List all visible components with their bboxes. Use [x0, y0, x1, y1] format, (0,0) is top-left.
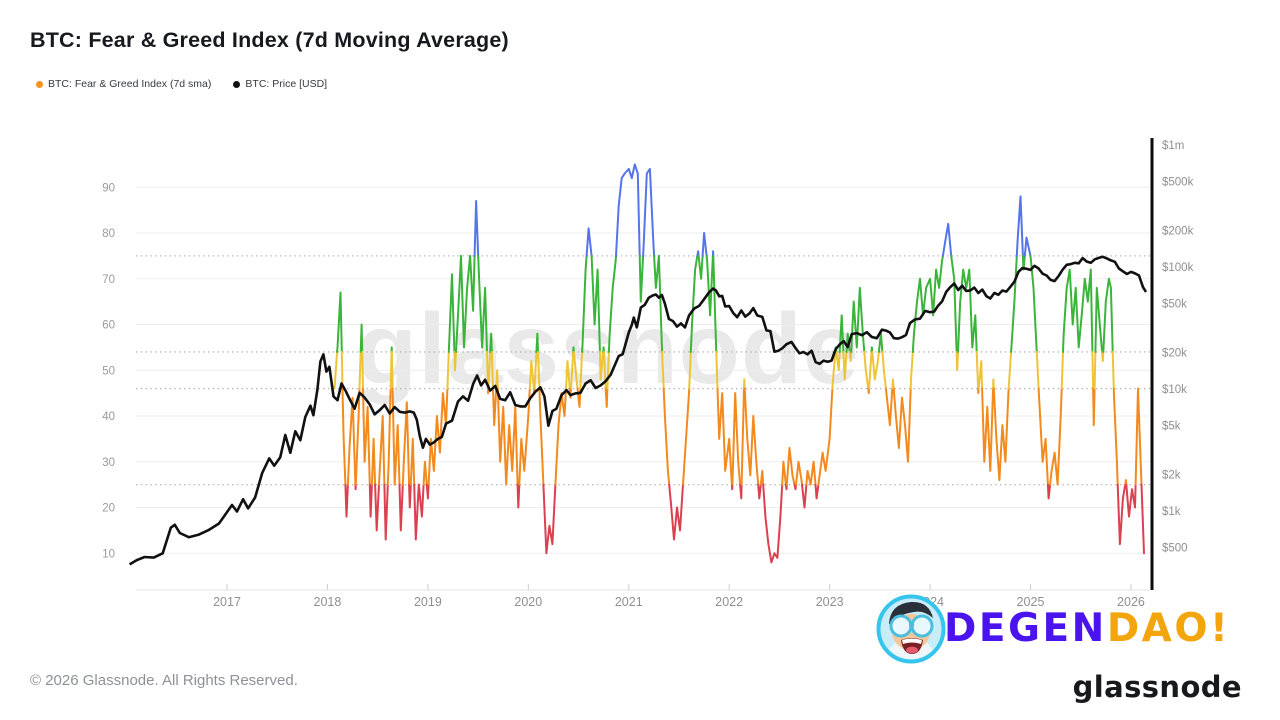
svg-text:$100k: $100k [1162, 262, 1194, 274]
svg-text:2022: 2022 [715, 595, 743, 609]
chart-legend: BTC: Fear & Greed Index (7d sma) BTC: Pr… [36, 78, 327, 90]
degendao-logo: DEGEN DAO! [876, 594, 1230, 664]
svg-text:2025: 2025 [1017, 595, 1045, 609]
svg-text:30: 30 [102, 457, 115, 469]
degendao-degen-text: DEGEN [944, 606, 1107, 651]
degendao-dao-text: DAO! [1106, 606, 1231, 651]
glassnode-logo: glassnode [1072, 670, 1242, 704]
svg-text:$5k: $5k [1162, 421, 1181, 433]
legend-item-price[interactable]: BTC: Price [USD] [233, 78, 327, 90]
degendao-avatar-icon [876, 594, 946, 664]
svg-text:$50k: $50k [1162, 299, 1187, 311]
svg-text:$20k: $20k [1162, 347, 1187, 359]
svg-text:60: 60 [102, 320, 115, 332]
svg-text:$500k: $500k [1162, 177, 1194, 189]
svg-text:2021: 2021 [615, 595, 643, 609]
svg-text:$500: $500 [1162, 543, 1188, 555]
svg-text:$1k: $1k [1162, 506, 1181, 518]
svg-text:$2k: $2k [1162, 469, 1181, 481]
page-title: BTC: Fear & Greed Index (7d Moving Avera… [30, 28, 509, 52]
svg-text:$200k: $200k [1162, 225, 1194, 237]
svg-text:2019: 2019 [414, 595, 442, 609]
svg-text:90: 90 [102, 182, 115, 194]
svg-text:2023: 2023 [816, 595, 844, 609]
svg-text:70: 70 [102, 274, 115, 286]
legend-item-fear-greed[interactable]: BTC: Fear & Greed Index (7d sma) [36, 78, 211, 90]
svg-text:80: 80 [102, 228, 115, 240]
svg-text:2018: 2018 [314, 595, 342, 609]
svg-text:$10k: $10k [1162, 384, 1187, 396]
svg-text:2020: 2020 [514, 595, 542, 609]
legend-label-fear-greed: BTC: Fear & Greed Index (7d sma) [48, 78, 212, 90]
svg-text:2026: 2026 [1117, 595, 1145, 609]
svg-text:$1m: $1m [1162, 140, 1184, 152]
legend-label-price: BTC: Price [USD] [245, 78, 328, 90]
svg-text:2017: 2017 [213, 595, 241, 609]
copyright-text: © 2026 Glassnode. All Rights Reserved. [30, 672, 298, 689]
svg-text:20: 20 [102, 503, 115, 515]
price-series-dot-icon [233, 80, 241, 88]
svg-text:50: 50 [102, 365, 115, 377]
svg-text:40: 40 [102, 411, 115, 423]
svg-text:10: 10 [102, 548, 115, 560]
branding-overlay: DEGEN DAO! glassnode [876, 594, 1242, 704]
fear-greed-series-dot-icon [36, 80, 43, 88]
